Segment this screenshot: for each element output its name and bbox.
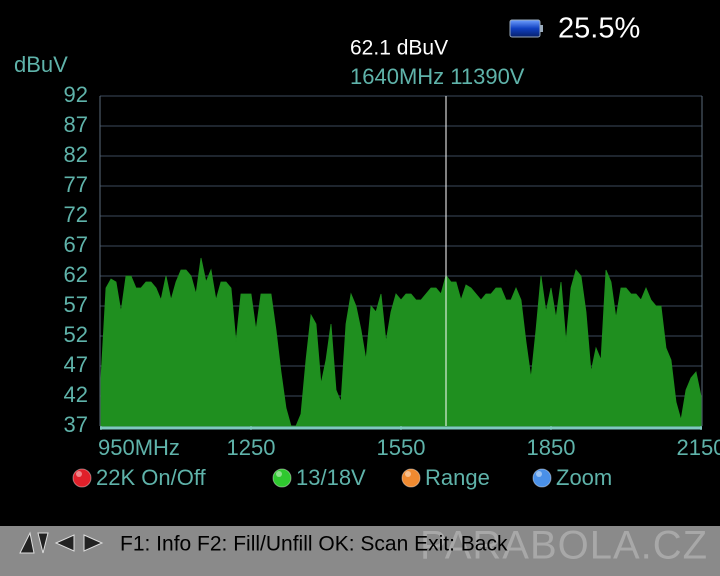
footer-help: F1: Info F2: Fill/Unfill OK: Scan Exit: … xyxy=(120,533,508,556)
x-tick-label: 1550 xyxy=(377,435,426,460)
spectrum-area xyxy=(100,257,702,427)
x-tick-label: 1250 xyxy=(227,435,276,460)
watermark: PARABOLA.CZ xyxy=(420,524,708,568)
cursor-level: 62.1 dBuV xyxy=(350,37,448,60)
y-axis-label: dBuV xyxy=(14,52,68,77)
y-tick-label: 77 xyxy=(64,172,88,197)
button-dot xyxy=(272,468,292,488)
button-dot-shine xyxy=(405,471,411,477)
y-tick-label: 82 xyxy=(64,142,88,167)
button-dot xyxy=(72,468,92,488)
x-tick-label: 950MHz xyxy=(98,435,180,460)
x-tick-label: 2150 xyxy=(677,435,720,460)
button-dot-shine xyxy=(536,471,542,477)
y-tick-label: 72 xyxy=(64,202,88,227)
y-tick-label: 47 xyxy=(64,352,88,377)
y-tick-label: 92 xyxy=(64,82,88,107)
y-tick-label: 52 xyxy=(64,322,88,347)
button-dot-shine xyxy=(76,471,82,477)
button-dot xyxy=(532,468,552,488)
button-label: 13/18V xyxy=(296,465,366,490)
button-label: Zoom xyxy=(556,465,612,490)
cursor-label: 1640MHz 11390V xyxy=(350,64,525,89)
button-label: Range xyxy=(425,465,490,490)
y-tick-label: 62 xyxy=(64,262,88,287)
x-tick-label: 1850 xyxy=(527,435,576,460)
button-label: 22K On/Off xyxy=(96,465,207,490)
footer-bar xyxy=(0,526,720,576)
battery-icon xyxy=(509,19,543,38)
nav-arrows-icon xyxy=(19,531,104,554)
button-dot xyxy=(401,468,421,488)
button-dot-shine xyxy=(276,471,282,477)
battery-level: 25.5% xyxy=(558,13,640,45)
y-tick-label: 87 xyxy=(64,112,88,137)
y-tick-label: 37 xyxy=(64,412,88,437)
y-tick-label: 67 xyxy=(64,232,88,257)
y-tick-label: 42 xyxy=(64,382,88,407)
y-tick-label: 57 xyxy=(64,292,88,317)
